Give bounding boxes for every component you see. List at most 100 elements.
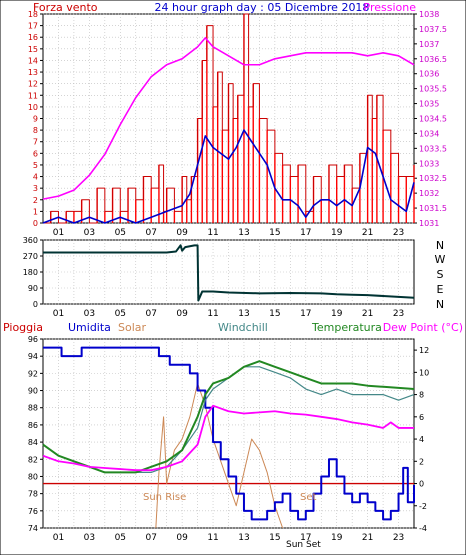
y-tick-label: 270	[23, 252, 38, 261]
y-right-tick-label: -4	[419, 524, 427, 533]
y-right-tick-label: 1034.5	[419, 115, 447, 124]
y-tick-label: 0	[33, 219, 38, 228]
y-tick-label: 7	[33, 138, 38, 147]
pressure-series-line	[42, 37, 415, 200]
dewpoint-series-line	[42, 404, 414, 472]
y-tick-label: 80	[28, 472, 38, 481]
x-tick-label: 17	[300, 309, 311, 319]
y-tick-label: 74	[28, 524, 38, 533]
y-tick-label: 96	[28, 335, 38, 344]
header-date: 24 hour graph day : 05 Dicembre 2018	[155, 1, 370, 14]
y-tick-label: 18	[28, 10, 38, 19]
y-tick-label: 11	[28, 91, 38, 100]
y-tick-label: 0	[33, 300, 38, 309]
set-label: Set	[300, 492, 317, 503]
compass-label: N	[436, 298, 444, 311]
temperature-series-line	[42, 360, 415, 474]
compass-label: N	[436, 239, 444, 252]
x-tick-label: 11	[207, 533, 218, 543]
y-right-tick-label: 1033	[419, 159, 439, 168]
y-tick-label: 16	[28, 33, 38, 42]
y-right-tick-label: 8	[419, 391, 424, 400]
x-tick-label: 21	[362, 309, 373, 319]
y-tick-label: 10	[28, 103, 38, 112]
y-tick-label: 82	[28, 455, 38, 464]
compass-label: S	[437, 268, 444, 281]
y-tick-label: 88	[28, 404, 38, 413]
y-tick-label: 12	[28, 80, 38, 89]
y-right-tick-label: 6	[419, 413, 424, 422]
x-tick-label: 19	[331, 533, 343, 543]
x-tick-label: 09	[176, 309, 188, 319]
y-tick-label: 17	[28, 22, 38, 31]
x-tick-label: 07	[145, 533, 156, 543]
avg-wind-series-line	[42, 129, 415, 224]
y-tick-label: 4	[33, 173, 38, 182]
y-tick-label: 180	[23, 268, 38, 277]
y-right-tick-label: 1031	[419, 219, 439, 228]
x-tick-label: 17	[300, 228, 311, 238]
wind-series-line	[43, 13, 415, 224]
wind-direction-line	[43, 244, 415, 302]
x-tick-label: 19	[331, 309, 343, 319]
header-pressure-label: Pressione	[364, 1, 417, 14]
y-right-tick-label: 1037	[419, 40, 439, 49]
x-tick-label: 23	[393, 309, 404, 319]
x-tick-label: 09	[176, 228, 188, 238]
x-tick-label: 13	[238, 228, 249, 238]
y-right-tick-label: 1033.5	[419, 144, 447, 153]
y-tick-label: 3	[33, 184, 38, 193]
y-tick-label: 6	[33, 149, 38, 158]
x-tick-label: 03	[84, 309, 95, 319]
axes-layer: 01 03 05 07 09 11 13 15 17 19 21 230123456789101112…	[23, 10, 447, 543]
y-right-tick-label: 1032	[419, 189, 439, 198]
y-tick-label: 14	[28, 56, 38, 65]
x-tick-label: 03	[84, 533, 95, 543]
y-tick-label: 15	[28, 45, 38, 54]
y-right-tick-label: 1037.5	[419, 25, 447, 34]
legend-humidity: Umidita	[68, 321, 111, 334]
y-right-tick-label: 1034	[419, 129, 439, 138]
compass-label: W	[435, 253, 446, 266]
y-tick-label: 2	[33, 196, 38, 205]
y-tick-label: 76	[28, 507, 38, 516]
y-right-tick-label: 2	[419, 457, 424, 466]
y-right-tick-label: 10	[419, 368, 429, 377]
y-right-tick-label: -2	[419, 502, 427, 511]
y-right-tick-label: 0	[419, 480, 424, 489]
x-tick-label: 11	[207, 228, 218, 238]
legend-rain: Pioggia	[3, 321, 43, 334]
y-right-tick-label: 1031.5	[419, 204, 447, 213]
y-tick-label: 84	[28, 438, 38, 447]
y-right-tick-label: 1036	[419, 70, 439, 79]
legend-solar: Solar	[118, 321, 147, 334]
y-tick-label: 1	[33, 207, 38, 216]
x-tick-label: 15	[269, 533, 280, 543]
header-wind-label: Forza vento	[33, 1, 98, 14]
x-tick-label: 13	[238, 309, 249, 319]
compass-label: E	[437, 283, 444, 296]
legend-temperature: Temperatura	[311, 321, 382, 334]
x-tick-label: 05	[115, 533, 126, 543]
legend-dewpoint: Dew Point (°C)	[383, 321, 463, 334]
y-right-tick-label: 1035.5	[419, 85, 447, 94]
x-tick-label: 19	[331, 228, 343, 238]
sunset-label: Sun Set	[286, 540, 321, 550]
y-tick-label: 360	[23, 236, 38, 245]
x-tick-label: 23	[393, 228, 404, 238]
x-tick-label: 15	[269, 309, 280, 319]
x-tick-label: 03	[84, 228, 95, 238]
y-tick-label: 8	[33, 126, 38, 135]
x-tick-label: 07	[145, 309, 156, 319]
y-tick-label: 90	[28, 387, 38, 396]
x-tick-label: 07	[145, 228, 156, 238]
x-tick-label: 17	[300, 533, 311, 543]
x-tick-label: 05	[115, 228, 126, 238]
y-right-tick-label: 4	[419, 435, 424, 444]
x-tick-label: 01	[53, 533, 64, 543]
y-tick-label: 5	[33, 161, 38, 170]
y-right-tick-label: 1036.5	[419, 55, 447, 64]
x-tick-label: 11	[207, 309, 218, 319]
x-tick-label: 01	[53, 228, 64, 238]
